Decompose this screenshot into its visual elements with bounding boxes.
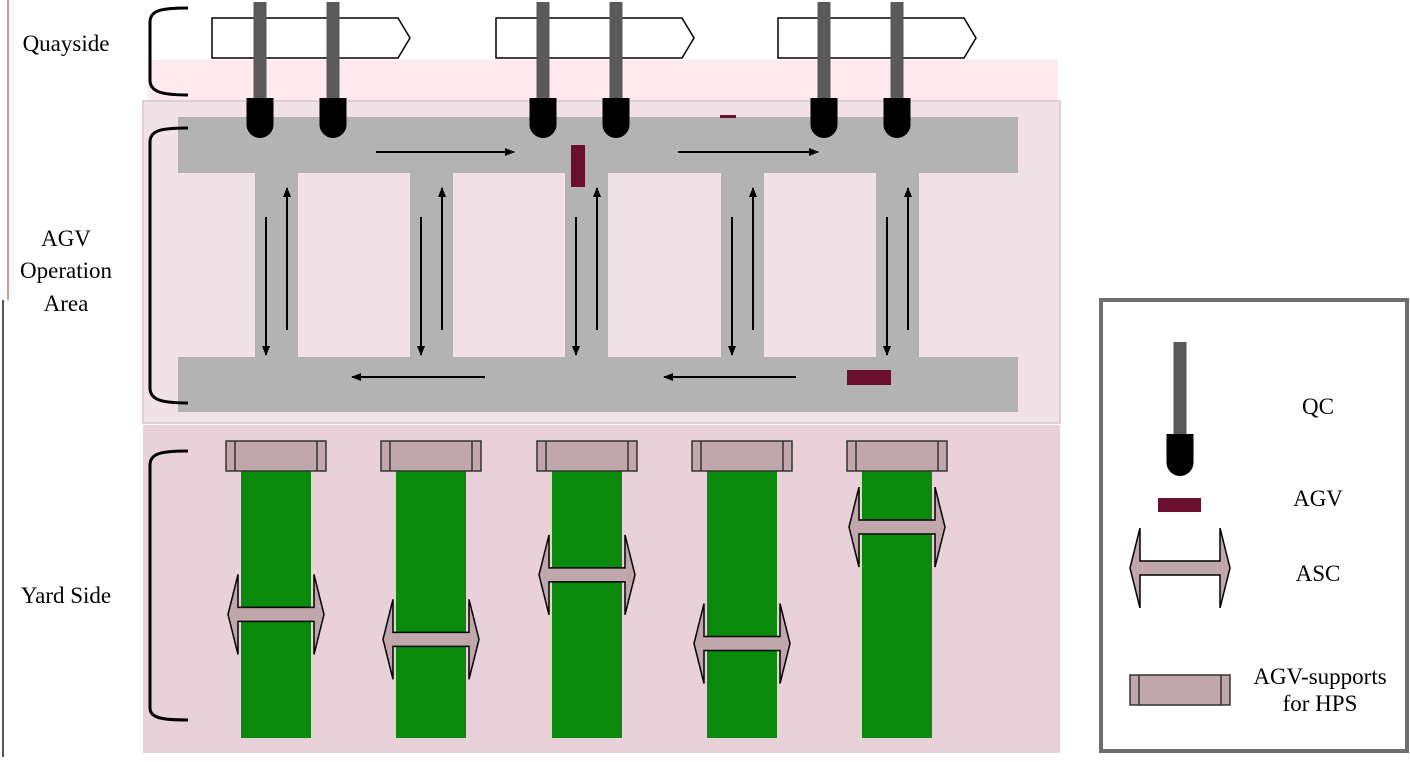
qc-mast (536, 2, 550, 98)
asc-crane-icon (538, 534, 636, 616)
asc-crane-icon (1129, 527, 1231, 609)
yard-block (707, 470, 777, 738)
agv-support-icon (225, 440, 327, 472)
yard-block (552, 470, 622, 738)
agv-support-icon (536, 440, 638, 472)
asc-crane-icon (227, 574, 325, 655)
qc-spreader (883, 98, 911, 138)
yard-block (862, 470, 932, 738)
qc-spreader (319, 98, 347, 138)
asc-crane-icon (693, 603, 791, 684)
vessel-3 (777, 17, 977, 59)
yard-side-brace (148, 449, 189, 722)
legend-asc-label: ASC (1296, 561, 1341, 586)
qc-mast (609, 2, 623, 98)
qc-mast (253, 2, 267, 98)
qc-crane-icon (529, 2, 557, 138)
agv-area-brace (148, 126, 189, 405)
agv-support-icon (380, 440, 482, 472)
agv-area-label-line-2: Operation (20, 258, 112, 283)
qc-spreader (246, 98, 274, 138)
qc-crane-icon (883, 2, 911, 138)
qc-mast (1173, 342, 1187, 434)
agv-vehicle-icon (1158, 498, 1201, 512)
qc-crane-icon (246, 2, 274, 138)
legend: QC AGV ASC AGV-supports for HPS (1099, 298, 1409, 753)
legend-support-label-line-2: for HPS (1283, 691, 1358, 716)
yard-block (396, 470, 466, 738)
quayside-band (148, 60, 1058, 100)
agv-vehicle-icon (571, 145, 585, 187)
qc-spreader (810, 98, 838, 138)
agv-vehicle-icon (847, 370, 891, 385)
vertical-lane-1 (255, 170, 298, 360)
asc-crane-icon (1129, 527, 1231, 609)
agv-area-label-line-3: Area (44, 291, 89, 316)
vessel-1 (211, 17, 411, 59)
quayside-brace (148, 6, 189, 97)
qc-spreader (1166, 434, 1194, 476)
yard-blocks (225, 440, 948, 738)
yard-block (241, 470, 311, 738)
legend-agv-label: AGV (1293, 486, 1343, 511)
agv-support-icon (1129, 674, 1231, 706)
qc-crane-icon (602, 2, 630, 138)
qc-crane-icon (319, 2, 347, 138)
agv-support-icon (691, 440, 793, 472)
zone-braces (148, 6, 189, 722)
qc-mast (817, 2, 831, 98)
qc-mast (890, 2, 904, 98)
asc-crane-icon (848, 486, 946, 568)
traffic-arrows (262, 148, 912, 381)
qc-spreader (602, 98, 630, 138)
asc-crane-icon (382, 599, 480, 680)
qc-crane-icon (1166, 342, 1194, 476)
quay-cranes (246, 2, 911, 138)
agv-area-label-line-1: AGV (41, 226, 91, 251)
vertical-lane-3 (565, 170, 608, 360)
vertical-lane-5 (876, 170, 919, 360)
top-lane (178, 117, 1018, 173)
yard-side-label: Yard Side (21, 583, 111, 608)
qc-crane-icon (810, 2, 838, 138)
quayside-label: Quayside (23, 31, 110, 56)
bottom-lane (178, 357, 1018, 412)
agv-vehicle-icon (720, 115, 736, 118)
vessel-2 (495, 17, 695, 59)
qc-mast (326, 2, 340, 98)
vertical-lane-2 (410, 170, 453, 360)
vertical-lane-4 (721, 170, 764, 360)
agv-support-icon (846, 440, 948, 472)
legend-qc-label: QC (1302, 394, 1334, 419)
agv-support-icon (1129, 674, 1231, 706)
legend-support-label-line-1: AGV-supports (1253, 664, 1386, 689)
qc-spreader (529, 98, 557, 138)
qc-crane-icon (1166, 342, 1194, 476)
